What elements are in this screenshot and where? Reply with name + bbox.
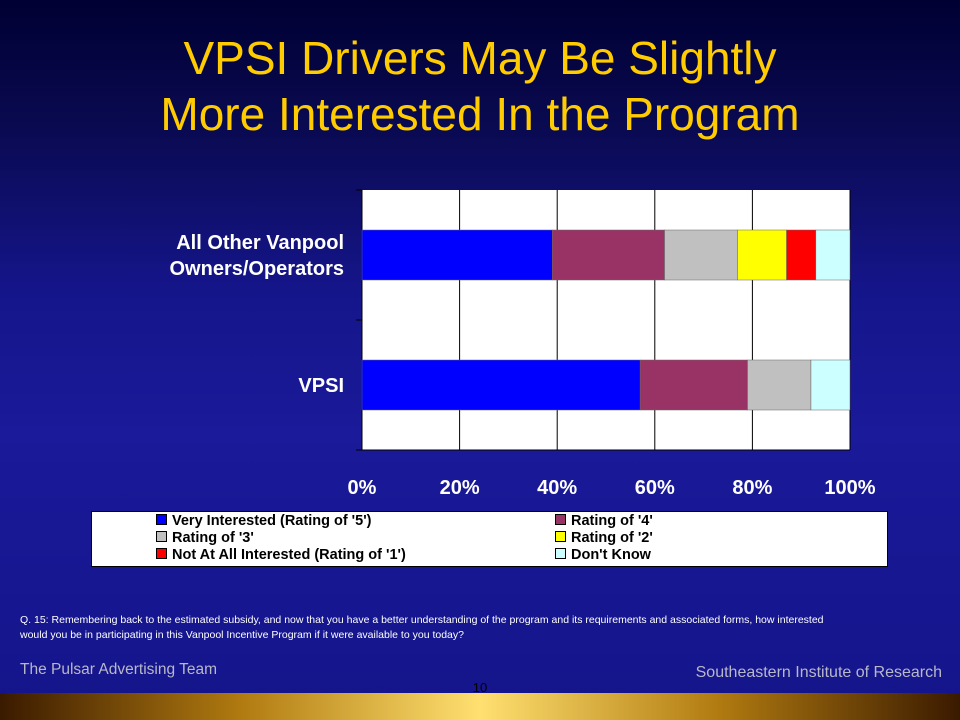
legend-item: Very Interested (Rating of '5') [156, 514, 371, 529]
bar-segment [737, 229, 787, 281]
legend-swatch [156, 531, 167, 542]
page-number: 10 [472, 680, 488, 695]
chart-legend: Very Interested (Rating of '5') Rating of… [91, 511, 888, 567]
plot-area [362, 190, 850, 450]
legend-item: Rating of '3' [156, 531, 254, 546]
bar-segment [815, 229, 851, 281]
bar-segment [664, 229, 739, 281]
legend-item: Not At All Interested (Rating of '1') [156, 548, 406, 563]
legend-label: Rating of '4' [571, 513, 653, 529]
bottom-decorative-bar [0, 693, 960, 720]
footer-team-name: The Pulsar Advertising Team [20, 661, 218, 678]
bar-segment [361, 359, 641, 411]
legend-swatch [156, 548, 167, 559]
category-label: Owners/Operators [169, 258, 344, 280]
legend-swatch [555, 531, 566, 542]
bar-segment [747, 359, 812, 411]
x-tick-label: 60% [635, 477, 675, 499]
legend-item: Rating of '2' [555, 531, 653, 546]
bar-segment [361, 229, 553, 281]
stacked-bar-chart: 0% 20% 40% 60% 80% 100% All Other Vanpool Owner… [169, 189, 875, 499]
title-line-2: More Interested In the Program [160, 88, 800, 140]
bar-segment [786, 229, 817, 281]
survey-question: Q. 15: Remembering back to the estimated… [20, 614, 824, 641]
x-tick-label: 20% [440, 477, 480, 499]
footer-institute-name: Southeastern Institute of Research [695, 664, 942, 681]
legend-swatch [555, 514, 566, 525]
x-tick-label: 80% [732, 477, 772, 499]
legend-label: Don't Know [571, 547, 651, 563]
legend-swatch [555, 548, 566, 559]
category-label: All Other Vanpool [176, 232, 344, 254]
legend-label: Very Interested (Rating of '5') [172, 513, 372, 529]
bar-segment [810, 359, 851, 411]
x-tick-label: 100% [824, 477, 875, 499]
title-line-1: VPSI Drivers May Be Slightly [183, 32, 777, 84]
legend-label: Rating of '3' [172, 530, 254, 546]
bar-segment [552, 229, 665, 281]
legend-item: Don't Know [555, 548, 651, 563]
x-tick-label: 0% [348, 477, 377, 499]
legend-label: Not At All Interested (Rating of '1') [172, 547, 406, 563]
slide-title: VPSI Drivers May Be Slightly More Intere… [0, 30, 960, 142]
legend-item: Rating of '4' [555, 514, 653, 529]
legend-label: Rating of '2' [571, 530, 653, 546]
bar-segment [639, 359, 748, 411]
x-tick-label: 40% [537, 477, 577, 499]
legend-swatch [156, 514, 167, 525]
category-label: VPSI [298, 375, 344, 397]
